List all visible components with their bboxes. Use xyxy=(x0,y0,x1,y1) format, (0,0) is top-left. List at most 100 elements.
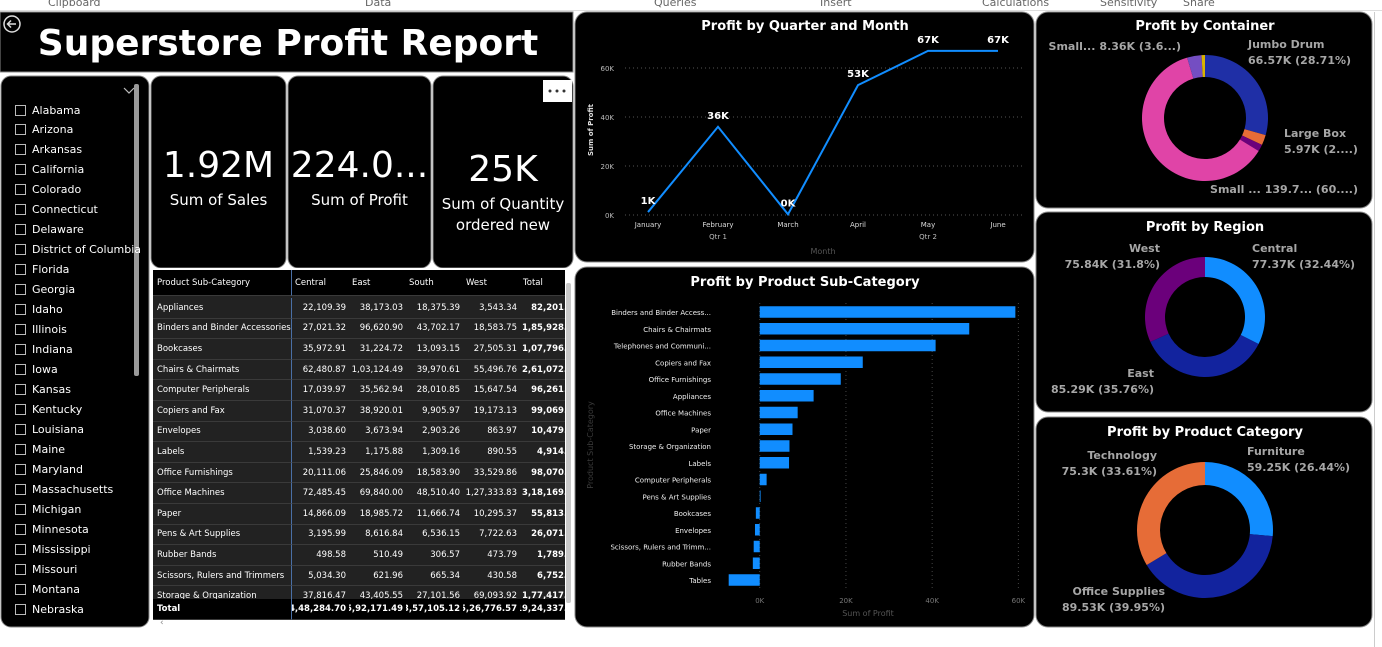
checkbox[interactable] xyxy=(15,423,26,435)
checkbox[interactable] xyxy=(15,483,26,495)
checkbox[interactable] xyxy=(15,204,26,216)
table-header: Product Sub-Category Central East South West… xyxy=(153,270,565,296)
table-cell: 72,485.45 xyxy=(292,483,349,504)
ribbon-label: Data xyxy=(365,0,391,9)
donut-slice xyxy=(1146,534,1273,598)
slicer-item[interactable]: Kentucky xyxy=(15,402,82,416)
slicer-label: Missouri xyxy=(32,562,78,576)
slicer-item[interactable]: Arizona xyxy=(15,123,73,137)
slice-name: Office Supplies xyxy=(1073,585,1166,598)
checkbox[interactable] xyxy=(15,443,26,455)
table-cell: 1,309.16 xyxy=(406,442,463,463)
checkbox[interactable] xyxy=(15,543,26,555)
slicer-item[interactable]: Alabama xyxy=(15,103,81,117)
checkbox[interactable] xyxy=(15,124,26,136)
slicer-item[interactable]: Minnesota xyxy=(15,522,89,536)
table-cell: 863.97 xyxy=(463,422,520,443)
group-label: Qtr 2 xyxy=(919,233,937,241)
slicer-item[interactable]: Florida xyxy=(15,263,69,277)
slicer-item[interactable]: Iowa xyxy=(15,362,58,376)
slicer-item[interactable]: Georgia xyxy=(15,283,75,297)
table-cell: 2,903.26 xyxy=(406,422,463,443)
slicer-chevron[interactable] xyxy=(123,87,135,94)
slicer-item[interactable]: Delaware xyxy=(15,223,84,237)
table-cell: 4,914.82 xyxy=(520,442,565,463)
donut-panel xyxy=(1035,11,1373,209)
table-cell: 38,173.03 xyxy=(349,298,406,319)
slicer-item[interactable]: Louisiana xyxy=(15,422,84,436)
slicer-item[interactable]: Massachusetts xyxy=(15,482,113,496)
checkbox[interactable] xyxy=(15,324,26,336)
slicer-item[interactable]: Kansas xyxy=(15,382,71,396)
slice-value: 139.7... (60....) xyxy=(1265,183,1358,196)
checkbox[interactable] xyxy=(15,583,26,595)
back-button[interactable] xyxy=(3,15,21,33)
checkbox[interactable] xyxy=(15,503,26,515)
checkbox[interactable] xyxy=(15,304,26,316)
slicer-item[interactable]: Michigan xyxy=(15,502,81,516)
checkbox[interactable] xyxy=(15,244,26,256)
checkbox[interactable] xyxy=(15,184,26,196)
bar xyxy=(753,540,760,553)
donut-slice xyxy=(1205,257,1265,345)
table-cell: 20,111.06 xyxy=(292,463,349,484)
y-tick-label: Pens & Art Supplies xyxy=(642,493,711,501)
checkbox[interactable] xyxy=(15,344,26,356)
table-scrollbar[interactable] xyxy=(566,283,571,603)
bar xyxy=(759,473,767,486)
scroll-left[interactable]: ‹ xyxy=(160,618,164,628)
bar xyxy=(728,574,760,586)
table-cell: 27,021.32 xyxy=(292,319,349,340)
slicer-item[interactable]: District of Columbia xyxy=(15,243,141,257)
slicer-item[interactable]: Connecticut xyxy=(15,203,98,217)
checkbox[interactable] xyxy=(15,403,26,415)
slice-name: East xyxy=(1127,367,1154,380)
slicer-label: Arizona xyxy=(32,123,74,137)
slice-label: Small... 8.36K (3.6...) xyxy=(1049,40,1181,53)
card-label: Sum of Quantity ordered new xyxy=(441,195,565,234)
slicer-item[interactable]: California xyxy=(15,163,84,177)
table-cell: 665.34 xyxy=(406,566,463,587)
slicer-item[interactable]: Maine xyxy=(15,442,65,456)
slicer-label: Michigan xyxy=(32,502,82,516)
slicer-label: Louisiana xyxy=(32,422,84,436)
checkbox[interactable] xyxy=(15,104,26,116)
checkbox[interactable] xyxy=(15,523,26,535)
slicer-item[interactable]: Missouri xyxy=(15,562,77,576)
slicer-item[interactable]: Illinois xyxy=(15,323,67,337)
x-tick-label: January xyxy=(634,221,662,229)
card-value: 224.0... xyxy=(290,145,429,186)
slicer-item[interactable]: Montana xyxy=(15,582,80,596)
table-cell: Labels xyxy=(153,442,292,463)
checkbox[interactable] xyxy=(15,284,26,296)
slicer-scrollbar[interactable] xyxy=(134,84,139,376)
y-axis-title: Product Sub-Category xyxy=(586,401,595,489)
chart-title: Profit by Quarter and Month xyxy=(701,19,908,34)
slicer-item[interactable]: Colorado xyxy=(15,183,81,197)
checkbox[interactable] xyxy=(15,144,26,156)
checkbox[interactable] xyxy=(15,224,26,236)
table-cell: 6,752.18 xyxy=(520,566,565,587)
checkbox[interactable] xyxy=(15,383,26,395)
table-cell: 473.79 xyxy=(463,545,520,566)
y-tick-label: Scissors, Rulers and Trimm... xyxy=(610,544,711,552)
data-label: 0K xyxy=(781,198,797,209)
checkbox[interactable] xyxy=(15,603,26,615)
slicer-item[interactable]: Maryland xyxy=(15,462,83,476)
x-tick-label: May xyxy=(921,221,935,229)
slicer-item[interactable]: Indiana xyxy=(15,343,73,357)
y-tick-label: Computer Peripherals xyxy=(635,477,711,485)
table-cell: Office Furnishings xyxy=(153,462,292,484)
slicer-item[interactable]: Mississippi xyxy=(15,542,91,556)
slice-name: Furniture xyxy=(1247,445,1305,458)
slicer-item[interactable]: Nebraska xyxy=(15,602,84,616)
slicer-item[interactable]: Arkansas xyxy=(15,143,82,157)
checkbox[interactable] xyxy=(15,563,26,575)
slicer-item[interactable]: Idaho xyxy=(15,303,63,317)
checkbox[interactable] xyxy=(15,363,26,375)
checkbox[interactable] xyxy=(15,264,26,276)
checkbox[interactable] xyxy=(15,463,26,475)
checkbox[interactable] xyxy=(15,164,26,176)
table-cell: Appliances xyxy=(153,298,292,319)
